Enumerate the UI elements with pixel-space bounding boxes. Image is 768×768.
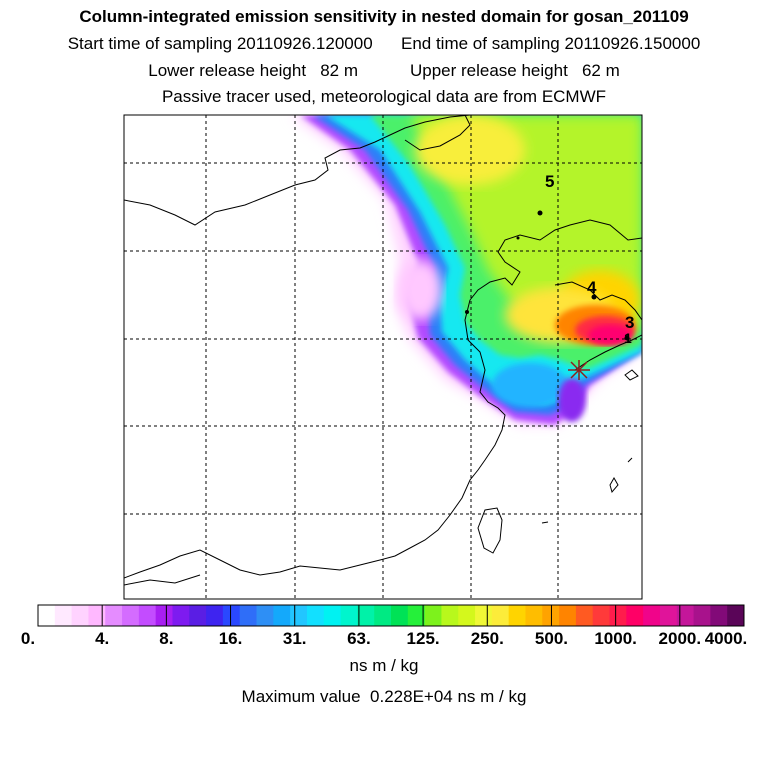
colorbar-tick-label: 16. xyxy=(218,629,243,648)
station-3-dot xyxy=(624,335,630,341)
colorbar-swatch xyxy=(273,605,291,626)
colorbar-tick-label: 31. xyxy=(282,629,307,648)
graticule xyxy=(124,115,642,599)
colorbar-tick-label: 4. xyxy=(95,629,110,648)
colorbar-swatch xyxy=(458,605,476,626)
colorbar-swatch xyxy=(659,605,678,626)
colorbar-swatch xyxy=(676,605,695,626)
colorbar-swatch xyxy=(306,605,325,626)
plot-title: Column-integrated emission sensitivity i… xyxy=(79,7,689,26)
sampling-time-line: Start time of sampling 20110926.120000 E… xyxy=(67,34,701,53)
colorbar-swatch xyxy=(189,605,207,626)
colorbar-swatch xyxy=(222,605,241,626)
colorbar-swatch xyxy=(407,605,426,626)
colorbar-swatch xyxy=(643,605,661,626)
colorbar xyxy=(37,604,745,627)
colorbar-swatch xyxy=(475,605,493,626)
colorbar-swatch xyxy=(575,605,594,626)
colorbar-swatch xyxy=(592,605,611,626)
colorbar-swatch xyxy=(710,605,728,626)
colorbar-swatch xyxy=(609,605,627,626)
colorbar-swatch xyxy=(323,605,342,626)
colorbar-swatch xyxy=(290,605,308,626)
colorbar-swatch xyxy=(88,605,106,626)
colorbar-swatch xyxy=(727,605,745,626)
tracer-info-line: Passive tracer used, meteorological data… xyxy=(161,87,607,106)
colorbar-units: ns m / kg xyxy=(349,656,419,675)
station-5-dot xyxy=(537,210,543,216)
colorbar-swatch xyxy=(357,605,375,626)
station-label-5: 5 xyxy=(545,172,554,191)
maximum-value: Maximum value 0.228E+04 ns m / kg xyxy=(241,687,527,706)
colorbar-swatch xyxy=(71,605,89,626)
colorbar-tick-label: 2000. xyxy=(658,629,702,648)
station-label-4: 4 xyxy=(587,278,597,297)
colorbar-swatch xyxy=(206,605,224,626)
colorbar-swatch xyxy=(391,605,409,626)
colorbar-border xyxy=(37,604,745,627)
colorbar-swatch xyxy=(424,605,442,626)
colorbar-swatch xyxy=(441,605,459,626)
colorbar-swatch xyxy=(256,605,274,626)
release-height-line: Lower release height 82 m Upper release … xyxy=(148,61,620,80)
colorbar-swatch xyxy=(38,605,56,626)
colorbar-tick-label: 63. xyxy=(347,629,371,648)
station-4-dot xyxy=(591,294,597,300)
station-label-1: 1 xyxy=(624,330,632,346)
colorbar-swatch xyxy=(508,605,526,626)
colorbar-swatch xyxy=(491,605,510,626)
colorbar-swatch xyxy=(138,605,157,626)
station-dot xyxy=(465,310,469,314)
colorbar-tick-label: 4000. xyxy=(704,629,748,648)
colorbar-tick-label: 125. xyxy=(406,629,440,648)
colorbar-tick-label: 0. xyxy=(20,629,36,648)
colorbar-tick-label: 1000. xyxy=(594,629,637,648)
station-label-3: 3 xyxy=(625,313,634,332)
colorbar-tick-label: 500. xyxy=(534,629,568,648)
colorbar-swatch xyxy=(693,605,711,626)
release-point-icon xyxy=(568,360,590,380)
colorbar-swatch xyxy=(542,605,560,626)
colorbar-swatch xyxy=(559,605,577,626)
colorbar-tick-label: 250. xyxy=(470,629,504,648)
colorbar-swatch xyxy=(155,605,173,626)
station-dot xyxy=(516,236,520,240)
colorbar-swatch xyxy=(105,605,123,626)
colorbar-swatch xyxy=(626,605,644,626)
map-frame xyxy=(123,114,643,600)
colorbar-swatch xyxy=(374,605,392,626)
colorbar-tick-label: 8. xyxy=(159,629,174,648)
colorbar-swatch xyxy=(172,605,190,626)
colorbar-swatch xyxy=(340,605,358,626)
coastlines xyxy=(124,115,642,586)
colorbar-swatch xyxy=(239,605,258,626)
colorbar-swatch xyxy=(525,605,543,626)
colorbar-swatch xyxy=(122,605,140,626)
sensitivity-field xyxy=(290,115,642,425)
station-markers: 5 4 3 1 xyxy=(465,172,634,346)
colorbar-swatch xyxy=(54,605,73,626)
